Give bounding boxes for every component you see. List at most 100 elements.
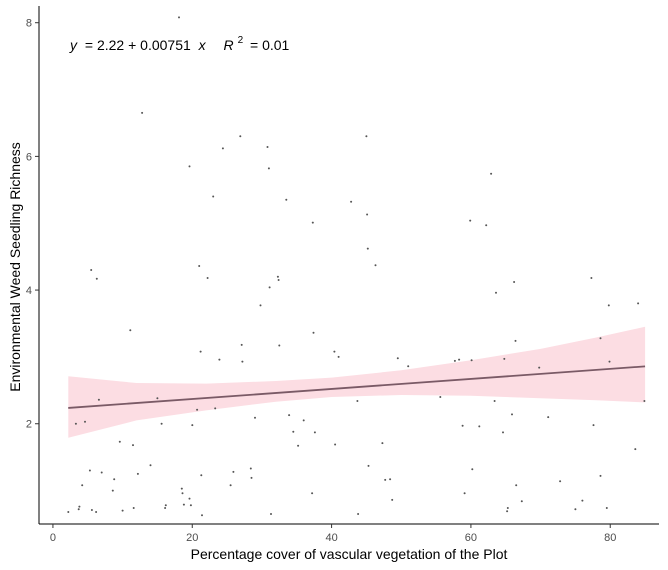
data-point: [81, 484, 84, 487]
data-point: [97, 398, 100, 401]
data-point: [515, 484, 518, 487]
data-point: [196, 408, 199, 411]
y-tick-label: 8: [26, 18, 32, 30]
data-point: [132, 507, 135, 509]
data-point: [407, 365, 410, 368]
data-point: [218, 358, 221, 361]
data-point: [503, 357, 506, 360]
data-point: [608, 360, 611, 363]
data-point: [313, 431, 316, 434]
data-point: [77, 508, 80, 511]
regression-line: [68, 365, 646, 409]
data-point: [206, 277, 209, 279]
data-point: [581, 499, 584, 502]
data-point: [463, 492, 466, 495]
y-tick-label: 6: [26, 151, 32, 163]
data-point: [188, 165, 191, 168]
y-tick-label: 2: [26, 419, 32, 431]
data-point: [461, 424, 464, 427]
data-point: [156, 397, 159, 400]
data-point: [149, 464, 152, 467]
data-point: [129, 329, 132, 332]
data-point: [232, 470, 235, 473]
data-point: [493, 400, 496, 402]
data-point: [357, 513, 360, 515]
data-point: [333, 350, 336, 353]
data-point: [84, 420, 86, 423]
data-point: [121, 509, 124, 512]
data-point: [356, 400, 359, 402]
data-point: [607, 304, 610, 307]
data-point: [514, 339, 517, 342]
data-point: [471, 468, 474, 471]
data-point: [634, 448, 637, 451]
data-point: [239, 135, 242, 138]
data-point: [334, 443, 337, 446]
data-point: [118, 440, 121, 443]
data-point: [164, 504, 167, 507]
data-point: [599, 474, 602, 477]
data-point: [513, 281, 516, 283]
data-point: [366, 213, 369, 216]
data-point: [276, 275, 279, 278]
data-point: [490, 172, 493, 175]
data-point: [396, 357, 399, 360]
data-point: [350, 200, 353, 203]
data-point: [366, 247, 369, 250]
data-point: [559, 480, 562, 483]
data-point: [182, 503, 185, 506]
data-point: [367, 464, 370, 467]
data-point: [458, 358, 461, 361]
data-point: [590, 277, 593, 279]
data-point: [88, 469, 91, 472]
data-point: [111, 489, 114, 492]
data-point: [574, 508, 577, 511]
data-point: [160, 422, 163, 425]
data-point: [200, 474, 203, 477]
data-point: [100, 471, 103, 474]
data-point: [188, 497, 191, 500]
data-point: [311, 492, 314, 495]
equation-var: x: [198, 37, 207, 53]
data-point: [268, 286, 271, 289]
confidence-band: [68, 326, 646, 438]
x-tick-label: 60: [465, 532, 477, 544]
data-point: [278, 344, 281, 347]
data-point: [470, 359, 473, 362]
data-point: [90, 269, 93, 271]
data-point: [288, 414, 291, 417]
data-point: [221, 147, 224, 150]
data-point: [199, 350, 202, 353]
data-point: [592, 424, 595, 427]
data-point: [605, 507, 608, 509]
data-point: [270, 513, 272, 515]
data-point: [637, 302, 640, 305]
regression-line-layer: [68, 365, 646, 409]
x-tick-label: 40: [325, 532, 337, 544]
data-point: [95, 277, 98, 280]
r-squared-value: = 0.01: [250, 37, 290, 53]
data-point: [453, 359, 456, 362]
equation-rhs: = 2.22 + 0.00751: [85, 37, 191, 53]
data-point: [240, 343, 243, 346]
data-point: [74, 422, 77, 425]
data-point: [439, 396, 442, 398]
data-point: [511, 413, 513, 416]
data-point: [302, 419, 305, 422]
data-point: [292, 430, 295, 433]
data-point: [201, 514, 203, 517]
data-point: [520, 500, 523, 503]
data-point: [189, 504, 192, 507]
r-squared-label: R: [224, 37, 234, 53]
ticks-layer: 0 20 40 60 80 2 4 6 8: [26, 18, 616, 544]
data-point: [381, 442, 384, 445]
data-point: [90, 509, 93, 511]
data-point: [136, 472, 139, 475]
data-point: [95, 511, 98, 513]
data-point: [312, 331, 315, 334]
data-point: [141, 111, 144, 114]
data-point: [502, 431, 504, 434]
regression-equation: y = 2.22 + 0.00751 x R 2 = 0.01: [69, 30, 290, 53]
data-point: [311, 221, 314, 224]
